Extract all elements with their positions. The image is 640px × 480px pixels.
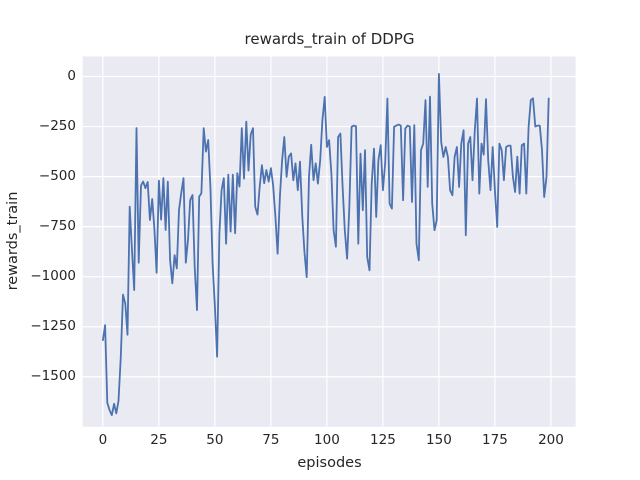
x-tick-label: 150 [426, 432, 452, 448]
series-layer [102, 73, 550, 417]
y-tick-label: −500 [38, 167, 76, 184]
y-tick-label: −250 [38, 117, 76, 134]
y-tick-label: −750 [38, 217, 76, 234]
x-tick-label: 100 [314, 432, 340, 448]
y-axis-label: rewards_train [5, 191, 21, 291]
x-tick-label: 175 [482, 432, 508, 448]
y-tick-label: 0 [67, 67, 76, 84]
y-tick-label: −1000 [30, 267, 76, 284]
line-series [102, 73, 550, 417]
x-tick-label: 25 [150, 432, 168, 448]
x-tick-label: 75 [262, 432, 280, 448]
x-tick-label: 200 [538, 432, 564, 448]
axes-background [82, 56, 576, 427]
x-tick-label: 50 [206, 432, 224, 448]
x-tick-label: 0 [98, 432, 108, 448]
x-tick-label: 125 [370, 432, 396, 448]
y-tick-label: −1250 [30, 317, 76, 334]
grid-lines [82, 56, 576, 427]
y-tick-label: −1500 [30, 367, 76, 384]
chart-title: rewards_train of DDPG [244, 30, 415, 48]
x-axis-label: episodes [297, 455, 362, 471]
